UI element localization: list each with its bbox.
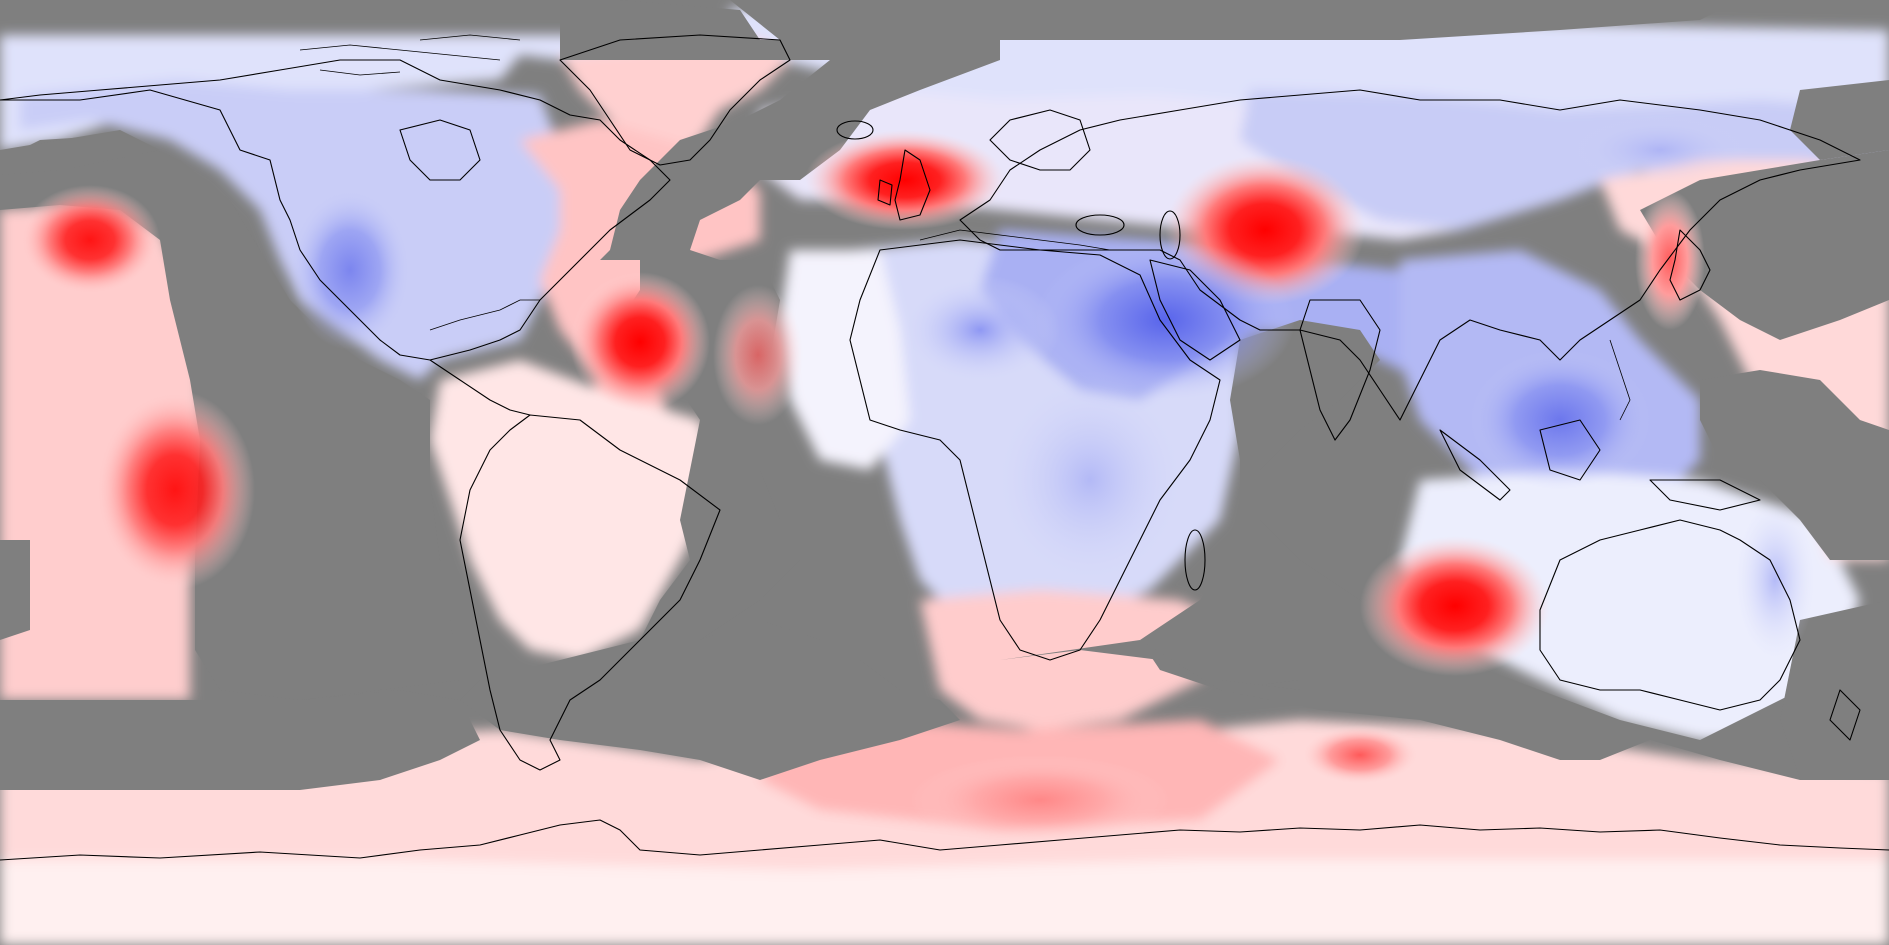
coastlines xyxy=(0,34,1889,861)
coastline-british-isles xyxy=(894,149,931,221)
coastline-japan xyxy=(1669,229,1711,301)
coastline-sumatra xyxy=(1439,429,1511,501)
coastline-gulf-mexico xyxy=(429,299,540,331)
us-east-coast-hotspot xyxy=(570,272,710,412)
coastline-borneo xyxy=(1539,419,1601,481)
southern-ocean-warm-band xyxy=(910,755,1170,845)
no-data-east-pacific-edge xyxy=(0,540,30,640)
no-data-mid-atlantic xyxy=(560,0,1000,640)
coastline-antarctica xyxy=(0,819,1889,861)
north-pacific-hotspot xyxy=(20,185,160,295)
south-america-region xyxy=(430,360,720,660)
coastline-africa xyxy=(849,239,1221,661)
coastline-scandinavia xyxy=(989,109,1091,171)
north-america-cold-region xyxy=(290,190,410,350)
africa-cold-region xyxy=(990,370,1190,590)
south-ocean-warm-spot xyxy=(1300,725,1420,785)
coastline-black-sea xyxy=(1075,214,1125,236)
sahara-cold-region xyxy=(900,275,1060,385)
coastline-india xyxy=(1299,299,1381,441)
coastline-arabia xyxy=(1149,259,1241,361)
east-australia-cold-spots xyxy=(1735,500,1815,660)
antarctic-coast-band xyxy=(0,860,1889,945)
no-data-coral-sea xyxy=(1700,370,1889,560)
coastline-iceland xyxy=(836,120,874,140)
no-data-north-pacific-west xyxy=(1790,80,1889,160)
no-data-arctic xyxy=(730,0,1740,40)
coastline-mediterranean xyxy=(919,229,1111,251)
coastline-ireland xyxy=(877,179,893,206)
british-isles-hotspot xyxy=(805,130,1005,230)
coastline-eurasia xyxy=(959,89,1861,421)
south-atlantic-warm-band xyxy=(920,590,1240,730)
coastline-arctic-archipelago xyxy=(299,34,521,76)
no-data-indian-ocean xyxy=(1140,320,1400,690)
anomaly-features xyxy=(20,115,1815,845)
coastline-caspian-sea xyxy=(1159,210,1181,260)
no-data-west-pacific xyxy=(1640,150,1889,340)
coastline-philippines xyxy=(1609,339,1631,421)
no-data-southeast-pacific xyxy=(0,690,480,790)
west-africa-coast-hotspot xyxy=(713,285,803,425)
coastline-new-guinea xyxy=(1649,479,1761,511)
coastline-north-america xyxy=(0,59,671,361)
japan-warm-spot xyxy=(1635,190,1705,330)
coastline-south-america xyxy=(459,414,721,771)
middle-east-cold-region xyxy=(1035,240,1295,400)
siberia-region xyxy=(1240,90,1889,230)
southeast-asia-cold-region xyxy=(1470,350,1650,490)
no-data-south-atlantic xyxy=(460,620,960,780)
coastline-greenland xyxy=(559,34,791,166)
greenland-region xyxy=(560,40,790,160)
coastline-hudson-bay xyxy=(399,119,481,181)
no-data-south-pacific-east xyxy=(1780,600,1889,780)
siberia-cold-region xyxy=(1570,115,1750,185)
west-africa-region xyxy=(780,250,910,470)
coastline-madagascar xyxy=(1184,529,1206,591)
coastline-australia xyxy=(1539,519,1801,711)
no-data-pacific-strip xyxy=(0,130,160,175)
west-australia-hotspot xyxy=(1360,536,1550,676)
east-pacific-hotspot xyxy=(95,390,255,590)
coastline-central-america xyxy=(429,359,531,416)
coastline-new-zealand xyxy=(1829,689,1861,741)
no-data-south-indian-ocean xyxy=(1000,640,1889,780)
